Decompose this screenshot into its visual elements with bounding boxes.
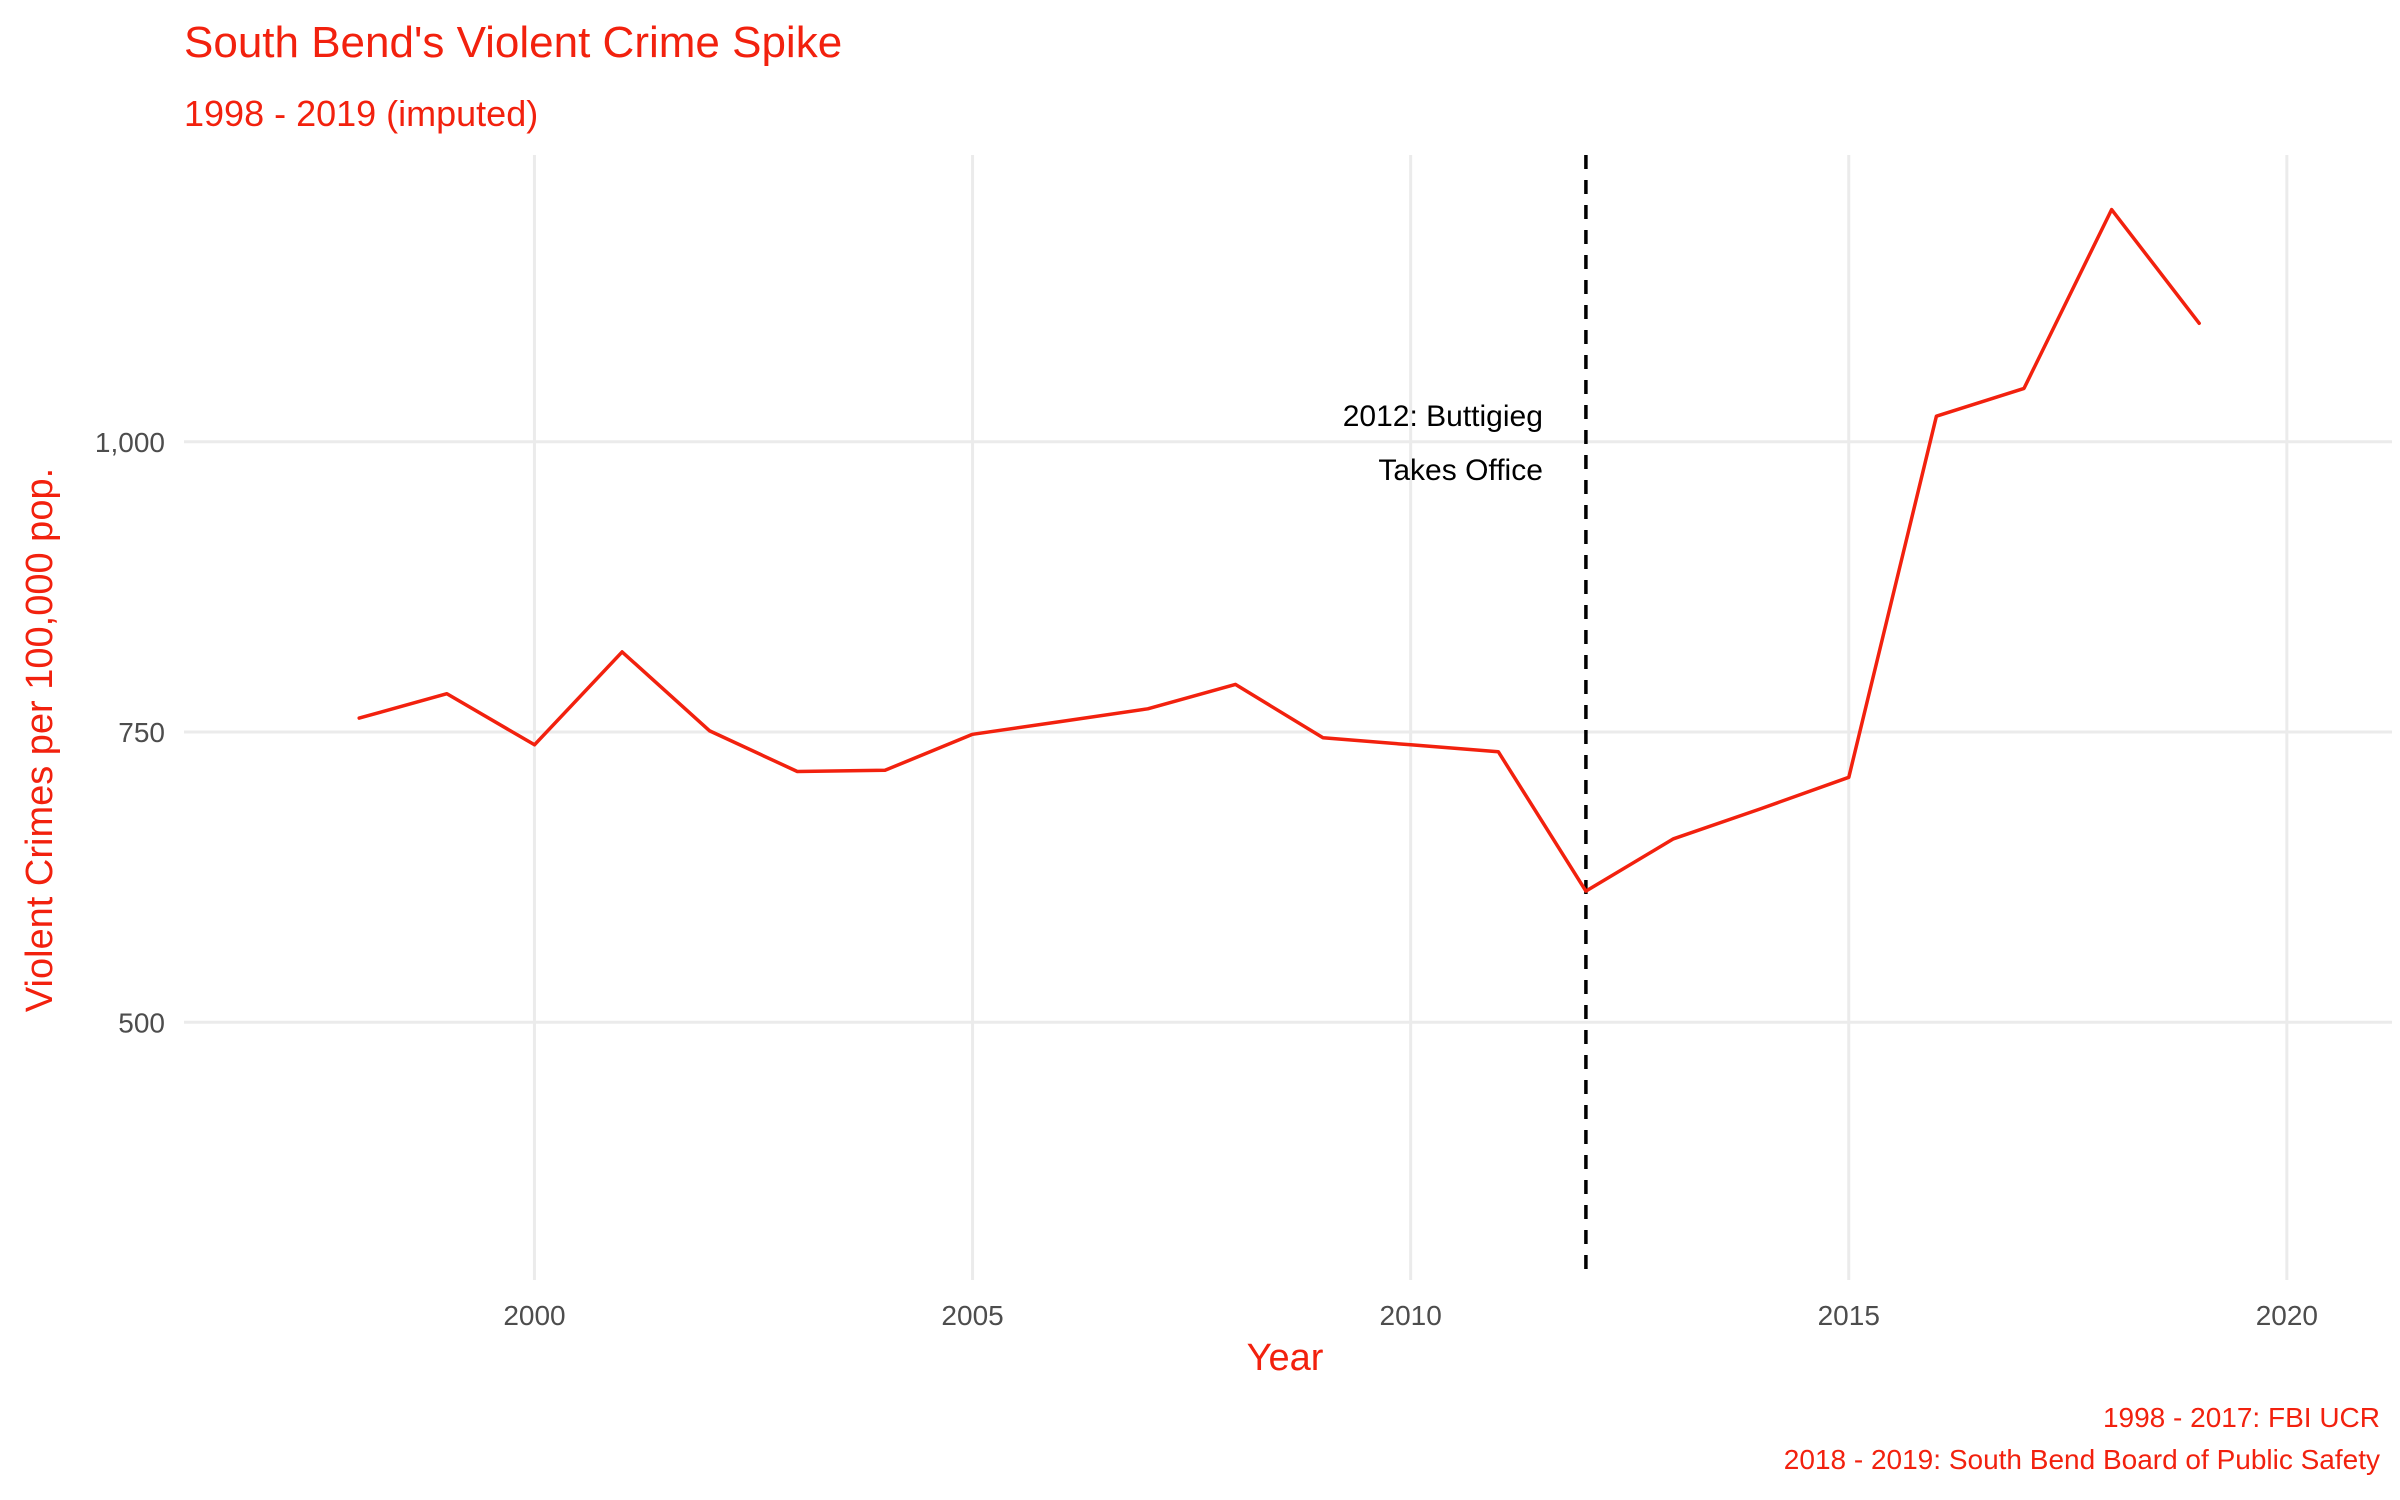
- axis-ticks: 2000 2005 2010 2015 2020 500 750 1,000: [95, 427, 2318, 1331]
- y-tick-label-750: 750: [118, 717, 165, 748]
- series: [357, 207, 2201, 893]
- x-tick-label-2000: 2000: [503, 1300, 565, 1331]
- y-axis-title: Violent Crimes per 100,000 pop.: [19, 468, 61, 1012]
- chart-title: South Bend's Violent Crime Spike: [184, 18, 842, 67]
- grid: [184, 155, 2392, 1280]
- x-tick-label-2015: 2015: [1818, 1300, 1880, 1331]
- caption-line-2: 2018 - 2019: South Bend Board of Public …: [1784, 1444, 2380, 1475]
- x-tick-label-2010: 2010: [1380, 1300, 1442, 1331]
- x-axis-title: Year: [1247, 1337, 1324, 1379]
- caption-line-1: 1998 - 2017: FBI UCR: [2103, 1402, 2380, 1433]
- annotation-label-line-2: Takes Office: [1378, 454, 1543, 487]
- violent-crime-line: [357, 207, 2201, 893]
- x-tick-label-2005: 2005: [941, 1300, 1003, 1331]
- y-tick-label-1000: 1,000: [95, 427, 165, 458]
- annotation: 2012: Buttigieg Takes Office: [1343, 155, 1588, 1280]
- annotation-label-line-1: 2012: Buttigieg: [1343, 400, 1543, 433]
- x-tick-label-2020: 2020: [2256, 1300, 2318, 1331]
- y-tick-label-500: 500: [118, 1007, 165, 1038]
- chart-subtitle: 1998 - 2019 (imputed): [184, 93, 538, 134]
